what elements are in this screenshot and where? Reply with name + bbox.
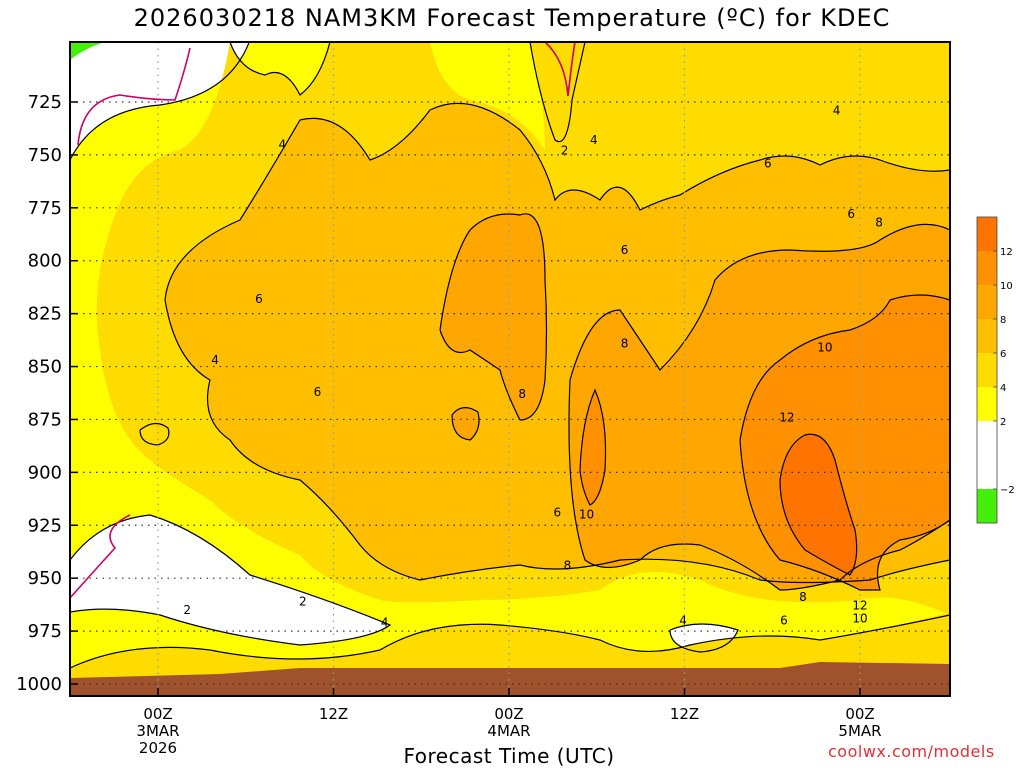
contour-label: 4 [679, 614, 687, 628]
colorbar-frame [976, 216, 998, 524]
contour-label: 2 [299, 594, 307, 608]
y-tick-label: 1000 [16, 674, 62, 695]
contour-label: 6 [255, 292, 263, 306]
colorbar-swatch [977, 251, 997, 285]
colorbar-label: 6 [1000, 349, 1006, 360]
contour-label: 6 [764, 156, 772, 170]
y-tick-label: 900 [28, 462, 62, 483]
plot-frame [69, 41, 951, 697]
band-cold-upper-left [70, 42, 250, 160]
contour-label: 12 [852, 599, 867, 613]
band-12-14 [780, 434, 857, 575]
contour-label: 10 [579, 508, 594, 522]
contour-label: 6 [780, 614, 788, 628]
band-8-10-blob [452, 407, 479, 440]
contour-label: 8 [621, 336, 629, 350]
colorbar-swatch [977, 285, 997, 319]
x-tick-label: 12Z [319, 705, 348, 723]
colorbar-label: 12 [1000, 247, 1013, 258]
colorbar-swatch [977, 421, 997, 489]
y-tick-label: 950 [28, 568, 62, 589]
contour-label: 4 [381, 616, 389, 630]
y-tick-label: 925 [28, 515, 62, 536]
band-cold-lower-left [70, 515, 390, 645]
x-tick-label: 12Z [670, 705, 699, 723]
colorbar-label: 4 [1000, 383, 1006, 394]
colorbar-swatch [977, 217, 997, 251]
y-tick-label: 800 [28, 251, 62, 272]
y-axis: 725 750 775 800 825 850 875 900 925 950 975 1000 [16, 92, 78, 695]
y-tick-label: 825 [28, 304, 62, 325]
colorbar-label: 2 [1000, 417, 1006, 428]
x-tick-label: 00Z [845, 705, 874, 723]
colorbar-swatch [977, 489, 997, 523]
y-tick-label: 725 [28, 92, 62, 113]
contour-label: 12 [779, 410, 794, 424]
colorbar-swatch [977, 387, 997, 421]
colorbar-label: 8 [1000, 315, 1006, 326]
band-very-cold-corner [70, 42, 105, 60]
temperature-field [70, 42, 950, 696]
contour-label: 10 [852, 611, 867, 625]
y-tick-label: 850 [28, 357, 62, 378]
contour-lines [70, 42, 950, 669]
chart-title: 2026030218 NAM3KM Forecast Temperature (… [133, 4, 891, 32]
x-axis-label: Forecast Time (UTC) [403, 744, 615, 768]
band-8-10 [440, 213, 547, 420]
x-tick-label: 00Z [494, 705, 523, 723]
colorbar-label: 10 [1000, 281, 1013, 292]
contour-label: 4 [833, 103, 841, 117]
ground-surface [70, 662, 950, 696]
y-tick-label: 975 [28, 621, 62, 642]
contour-label: 4 [211, 353, 219, 367]
contour-label: 8 [518, 387, 526, 401]
y-tick-label: 875 [28, 409, 62, 430]
x-tick-label: 3MAR [136, 722, 179, 740]
colorbar-label: −2 [1000, 485, 1015, 496]
credit-link[interactable]: coolwx.com/models [828, 742, 995, 761]
contour-label: 10 [817, 340, 832, 354]
y-tick-label: 750 [28, 145, 62, 166]
colorbar-swatch [977, 319, 997, 353]
colorbar-swatch [977, 353, 997, 387]
contour-label: 2 [561, 144, 569, 158]
y-tick-label: 775 [28, 198, 62, 219]
colorbar: 12 10 8 6 4 2 −2 [976, 216, 1015, 524]
contour-label: 6 [847, 207, 855, 221]
contour-label: 4 [278, 137, 286, 151]
contour-label: 8 [875, 216, 883, 230]
contour-label: 6 [621, 243, 629, 257]
contour-label: 4 [590, 133, 598, 147]
contour-label: 8 [799, 590, 807, 604]
x-tick-label: 00Z [143, 705, 172, 723]
contour-label: 6 [314, 385, 322, 399]
contour-label: 8 [564, 558, 572, 572]
contour-label: 2 [183, 603, 191, 617]
x-tick-label: 4MAR [487, 722, 530, 740]
x-tick-label: 5MAR [838, 722, 881, 740]
contour-label: 6 [553, 506, 561, 520]
x-tick-label: 2026 [139, 739, 177, 757]
